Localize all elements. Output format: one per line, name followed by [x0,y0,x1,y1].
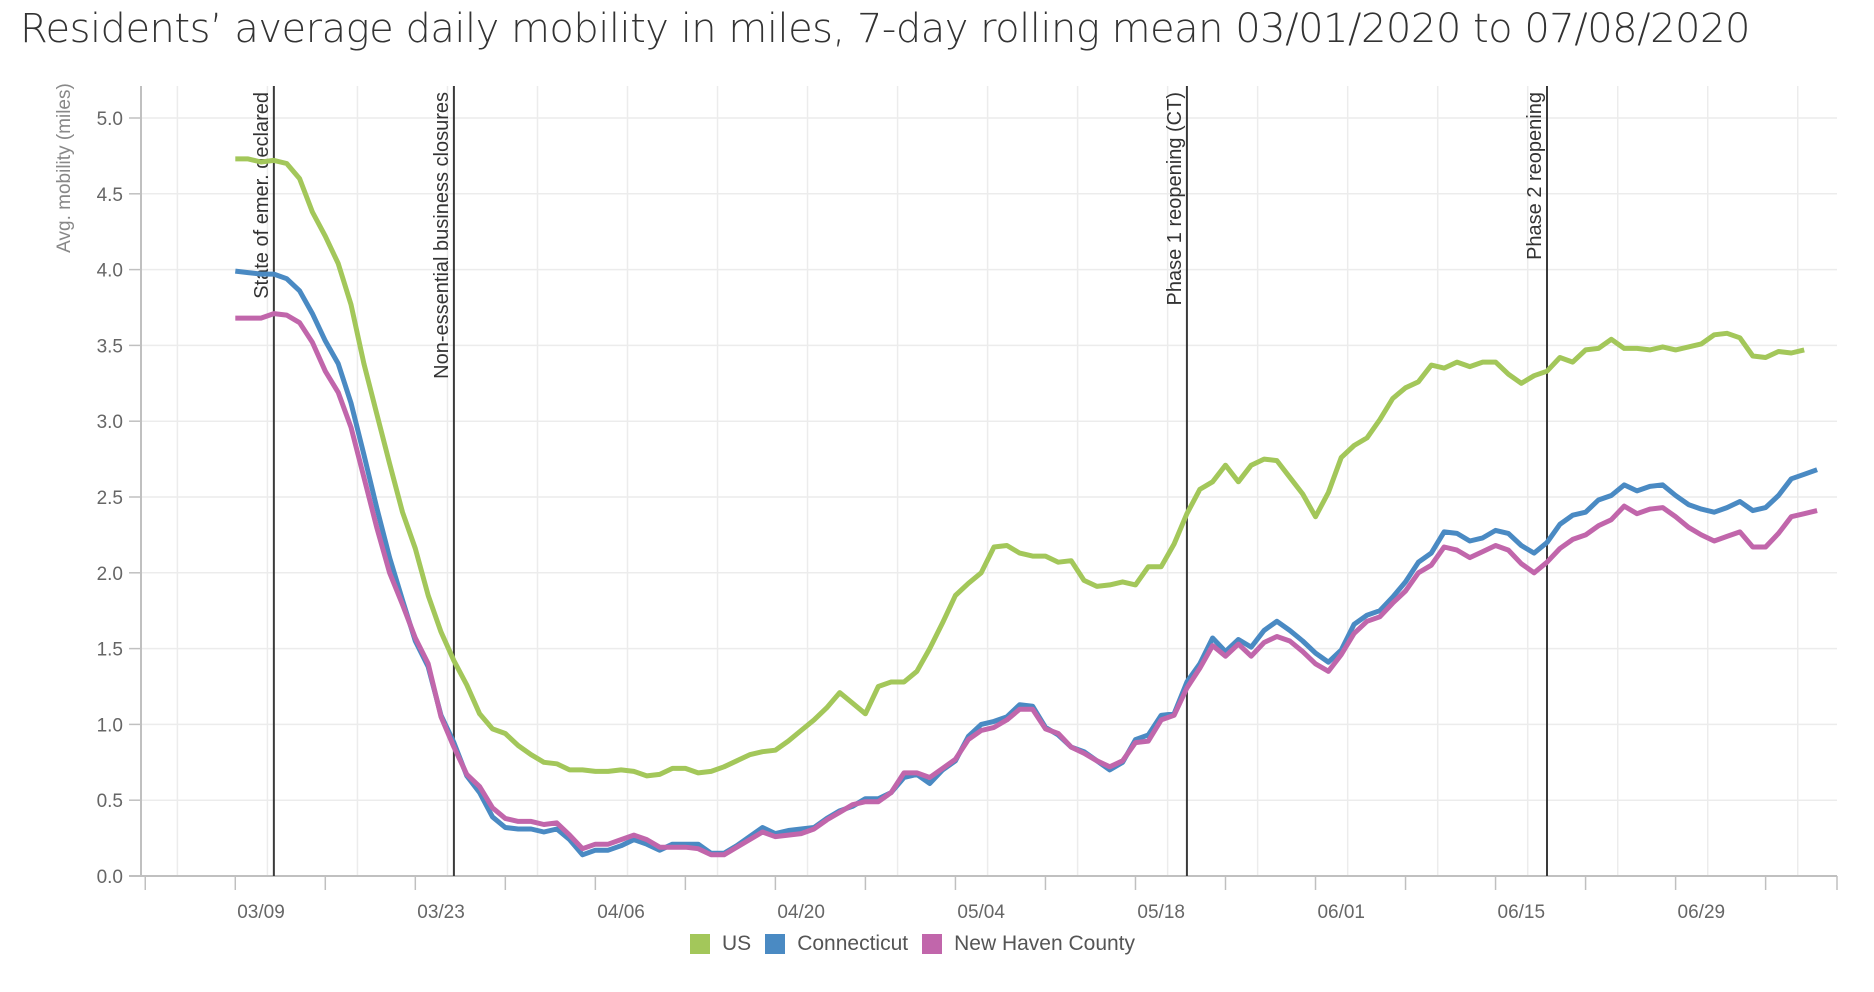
x-tick-label: 06/29 [1678,902,1726,923]
x-tick-label: 05/18 [1137,902,1185,923]
x-tick-label: 03/09 [237,902,285,923]
legend-label: New Haven County [954,932,1136,955]
y-tick-label: 1.0 [97,715,123,736]
grid [141,86,1837,876]
event-label: Non-essential business closures [431,92,453,379]
legend-label: US [722,932,752,955]
x-tick-label: 03/23 [417,902,465,923]
chart-title: Residents’ average daily mobility in mil… [20,6,1750,52]
line-chart: 0.0 0.5 1.0 1.5 2.0 2.5 3.0 3.5 4.0 4.5 5.0 03/09 03… [54,83,1838,923]
y-tick-label: 1.5 [97,640,123,661]
y-tick-label: 5.0 [97,109,123,130]
y-tick-label: 0.0 [97,867,123,888]
series-lines [235,156,1818,858]
legend: US Connecticut New Haven County [690,932,1149,956]
axes: 0.0 0.5 1.0 1.5 2.0 2.5 3.0 3.5 4.0 4.5 5.0 03/09 03… [97,86,1838,923]
event-markers: State of emer. declared Non-essential bus… [251,86,1548,876]
x-tick-label: 05/04 [957,902,1005,923]
y-axis-title: Avg. mobility (miles) [54,83,75,253]
legend-item-connecticut[interactable]: Connecticut [765,932,908,956]
y-tick-label: 2.5 [97,488,123,509]
legend-item-us[interactable]: US [690,932,751,956]
legend-swatch-connecticut [765,934,786,954]
y-tick-label: 2.0 [97,564,123,585]
y-tick-label: 4.0 [97,261,123,282]
event-label: Phase 1 reopening (CT) [1164,92,1186,305]
x-tick-label: 04/20 [777,902,825,923]
legend-label: Connecticut [797,932,909,955]
legend-item-new-haven-county[interactable]: New Haven County [922,932,1135,956]
event-label: State of emer. declared [251,92,273,299]
series-line-us [235,156,1805,779]
series-line-connecticut [235,268,1818,858]
y-tick-label: 4.5 [97,185,123,206]
event-label: Phase 2 reopening [1524,92,1546,260]
x-tick-label: 06/15 [1498,902,1546,923]
legend-swatch-new-haven-county [922,934,943,954]
y-tick-label: 3.0 [97,412,123,433]
y-tick-label: 3.5 [97,336,123,357]
x-tick-label: 04/06 [597,902,645,923]
legend-swatch-us [690,934,710,954]
y-tick-label: 0.5 [97,791,123,812]
x-tick-label: 06/01 [1317,902,1365,923]
series-line-new-haven-county [235,311,1818,858]
